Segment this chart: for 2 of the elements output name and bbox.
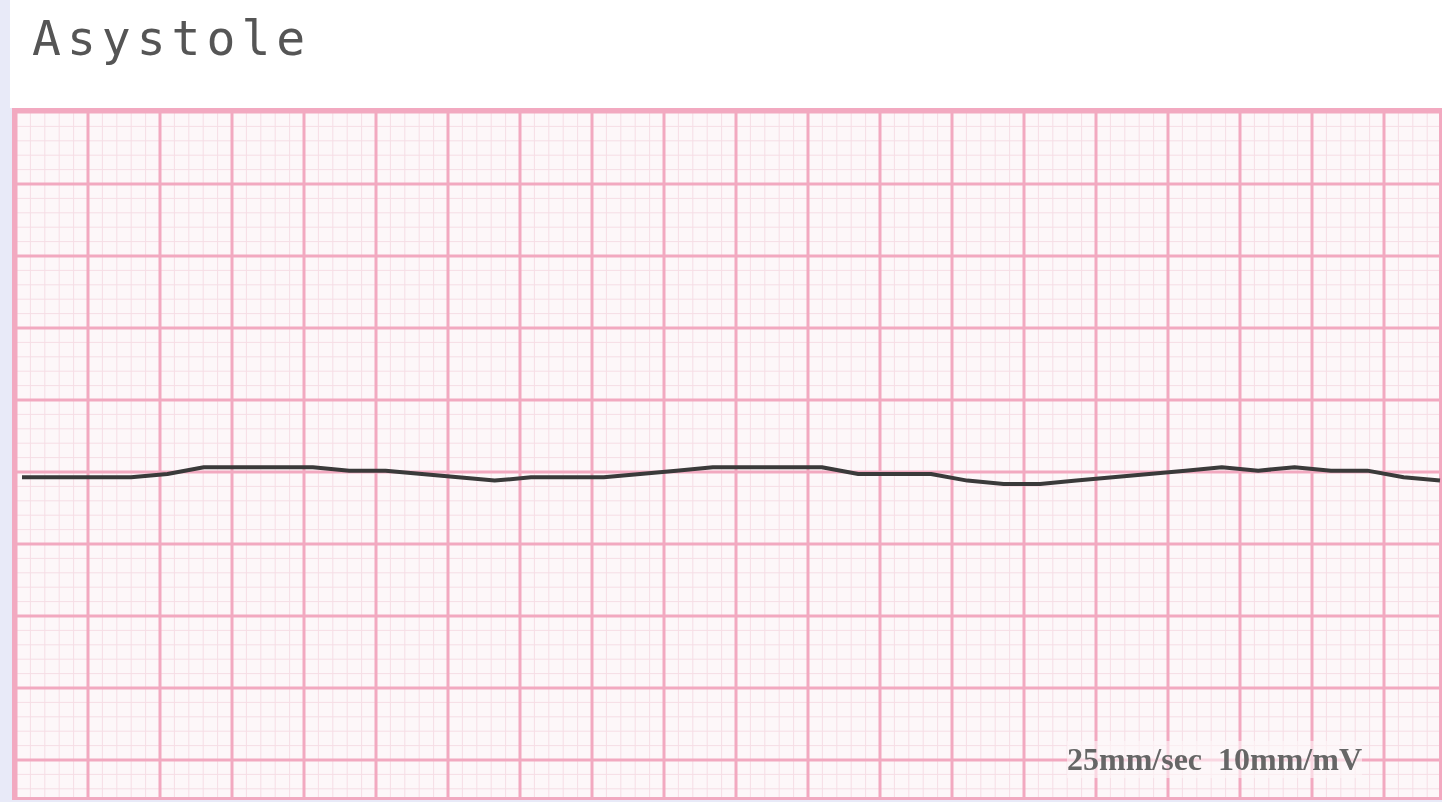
annotation: 25mm/sec 10mm/mV <box>1066 741 1362 778</box>
chart-title: Asystole <box>32 10 312 66</box>
